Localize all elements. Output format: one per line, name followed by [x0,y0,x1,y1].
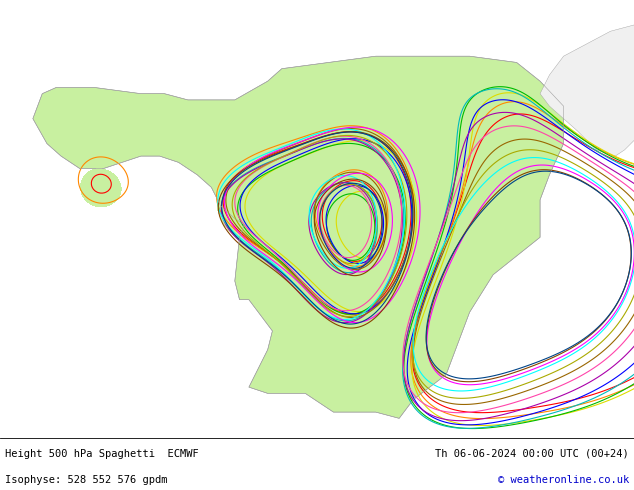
Text: © weatheronline.co.uk: © weatheronline.co.uk [498,475,629,485]
Polygon shape [540,12,634,156]
Polygon shape [33,56,564,418]
Text: Th 06-06-2024 00:00 UTC (00+24): Th 06-06-2024 00:00 UTC (00+24) [435,449,629,459]
Text: Isophyse: 528 552 576 gpdm: Isophyse: 528 552 576 gpdm [5,475,167,485]
Text: Height 500 hPa Spaghetti  ECMWF: Height 500 hPa Spaghetti ECMWF [5,449,199,459]
